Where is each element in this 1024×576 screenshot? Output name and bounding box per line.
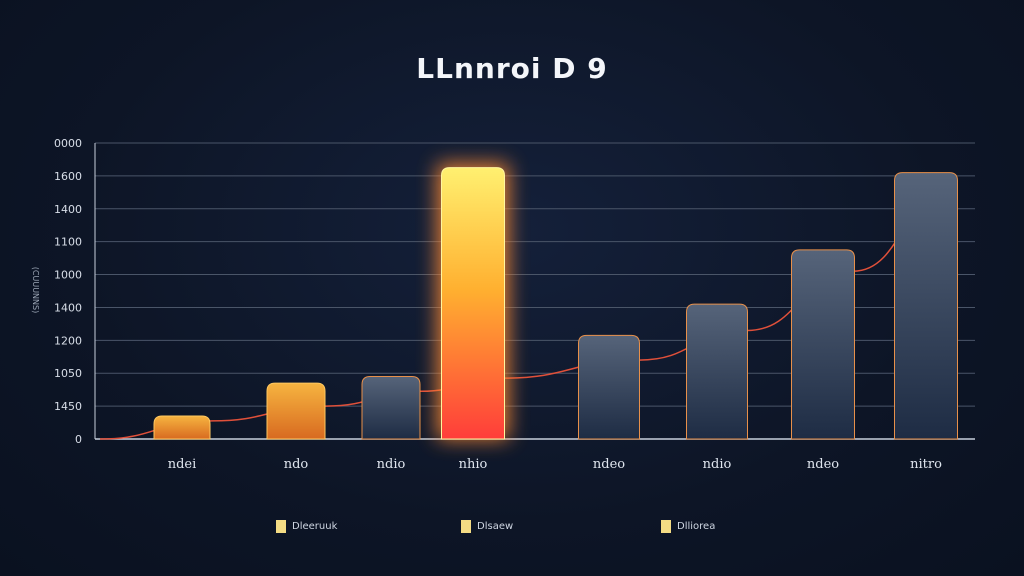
chart-title: LLnnroi D 9	[416, 52, 608, 85]
x-tick-label: ndio	[377, 457, 406, 472]
x-tick-label: ndio	[703, 457, 732, 472]
bar	[894, 172, 958, 440]
y-tick-label: 1050	[54, 367, 82, 380]
bar	[441, 167, 505, 440]
legend-swatch	[276, 520, 286, 533]
legend-label: Dlliorea	[677, 521, 716, 532]
y-tick-label: 1100	[54, 236, 82, 249]
y-tick-label: 1000	[54, 269, 82, 282]
bar	[791, 249, 855, 440]
x-tick-label: nhio	[459, 457, 488, 472]
x-tick-label: ndeo	[593, 457, 625, 472]
bar	[153, 415, 211, 440]
legend-swatch	[461, 520, 471, 533]
x-tick-label: ndei	[168, 457, 197, 472]
legend-label: Dlsaew	[477, 521, 514, 532]
legend-item: Dlliorea	[661, 520, 715, 533]
y-tick-label: 0000	[54, 137, 82, 150]
y-tick-label: 1400	[54, 203, 82, 216]
bar	[361, 376, 421, 440]
x-tick-label: nitro	[910, 457, 942, 472]
x-tick-label: ndo	[284, 457, 309, 472]
legend-label: Dleeruuk	[292, 521, 338, 532]
legend-swatch	[661, 520, 671, 533]
y-tick-label: 1200	[54, 334, 82, 347]
bar	[266, 382, 326, 440]
bar	[578, 334, 640, 440]
legend-item: Dleeruuk	[276, 520, 337, 533]
y-tick-label: 1450	[54, 400, 82, 413]
y-axis-label: (CUUUNNS)	[31, 267, 40, 313]
y-tick-label: 1600	[54, 170, 82, 183]
x-tick-label: ndeo	[807, 457, 839, 472]
y-tick-label: 1400	[54, 301, 82, 314]
bar	[686, 303, 748, 440]
legend-item: Dlsaew	[461, 520, 513, 533]
y-tick-label: 0	[75, 433, 82, 446]
